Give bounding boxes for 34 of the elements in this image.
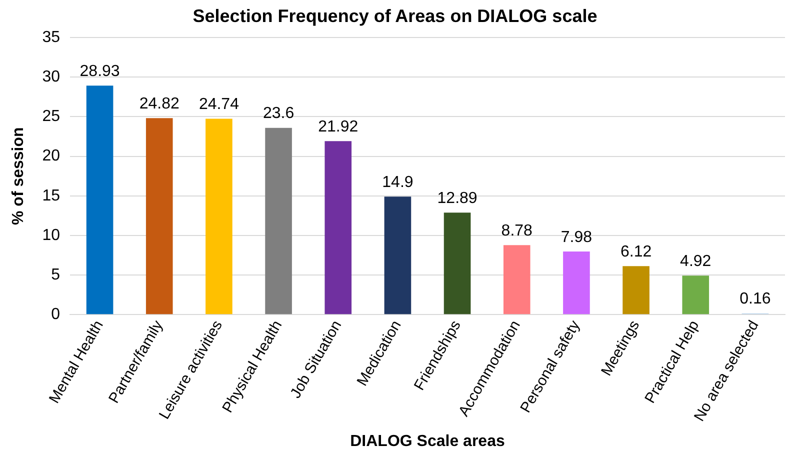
y-axis-title: % of session (10, 127, 28, 225)
chart-title: Selection Frequency of Areas on DIALOG scale (192, 6, 598, 26)
y-tick-label: 35 (42, 29, 60, 46)
bar (265, 128, 292, 314)
y-tick-label: 10 (42, 226, 60, 244)
bar (206, 118, 232, 314)
bar (682, 276, 710, 314)
bar (444, 212, 471, 314)
y-tick-label: 20 (42, 148, 60, 165)
y-tick-label: 0 (51, 306, 60, 323)
bar (86, 86, 114, 314)
y-tick-label: 5 (51, 266, 60, 284)
data-label: 12.89 (437, 190, 478, 207)
data-label: 7.98 (560, 228, 592, 246)
bar (324, 141, 352, 314)
data-label: 21.92 (318, 118, 358, 136)
y-tick-label: 15 (42, 187, 60, 204)
bar (622, 266, 650, 314)
data-label: 6.12 (620, 244, 652, 261)
data-label: 24.74 (198, 96, 240, 114)
bar (146, 118, 173, 314)
data-label: 28.93 (80, 63, 120, 80)
data-label: 24.82 (139, 96, 180, 113)
y-tick-label: 30 (42, 68, 60, 86)
y-tick-label: 25 (42, 108, 60, 126)
data-label: 23.6 (262, 105, 294, 122)
bar (384, 196, 412, 314)
data-label: 4.92 (680, 253, 712, 270)
data-label: 14.9 (382, 174, 414, 192)
data-label: 8.78 (501, 222, 533, 240)
x-axis-title: DIALOG Scale areas (350, 432, 505, 450)
bar (563, 251, 590, 314)
data-label: 0.16 (740, 290, 771, 308)
bar (503, 245, 530, 314)
